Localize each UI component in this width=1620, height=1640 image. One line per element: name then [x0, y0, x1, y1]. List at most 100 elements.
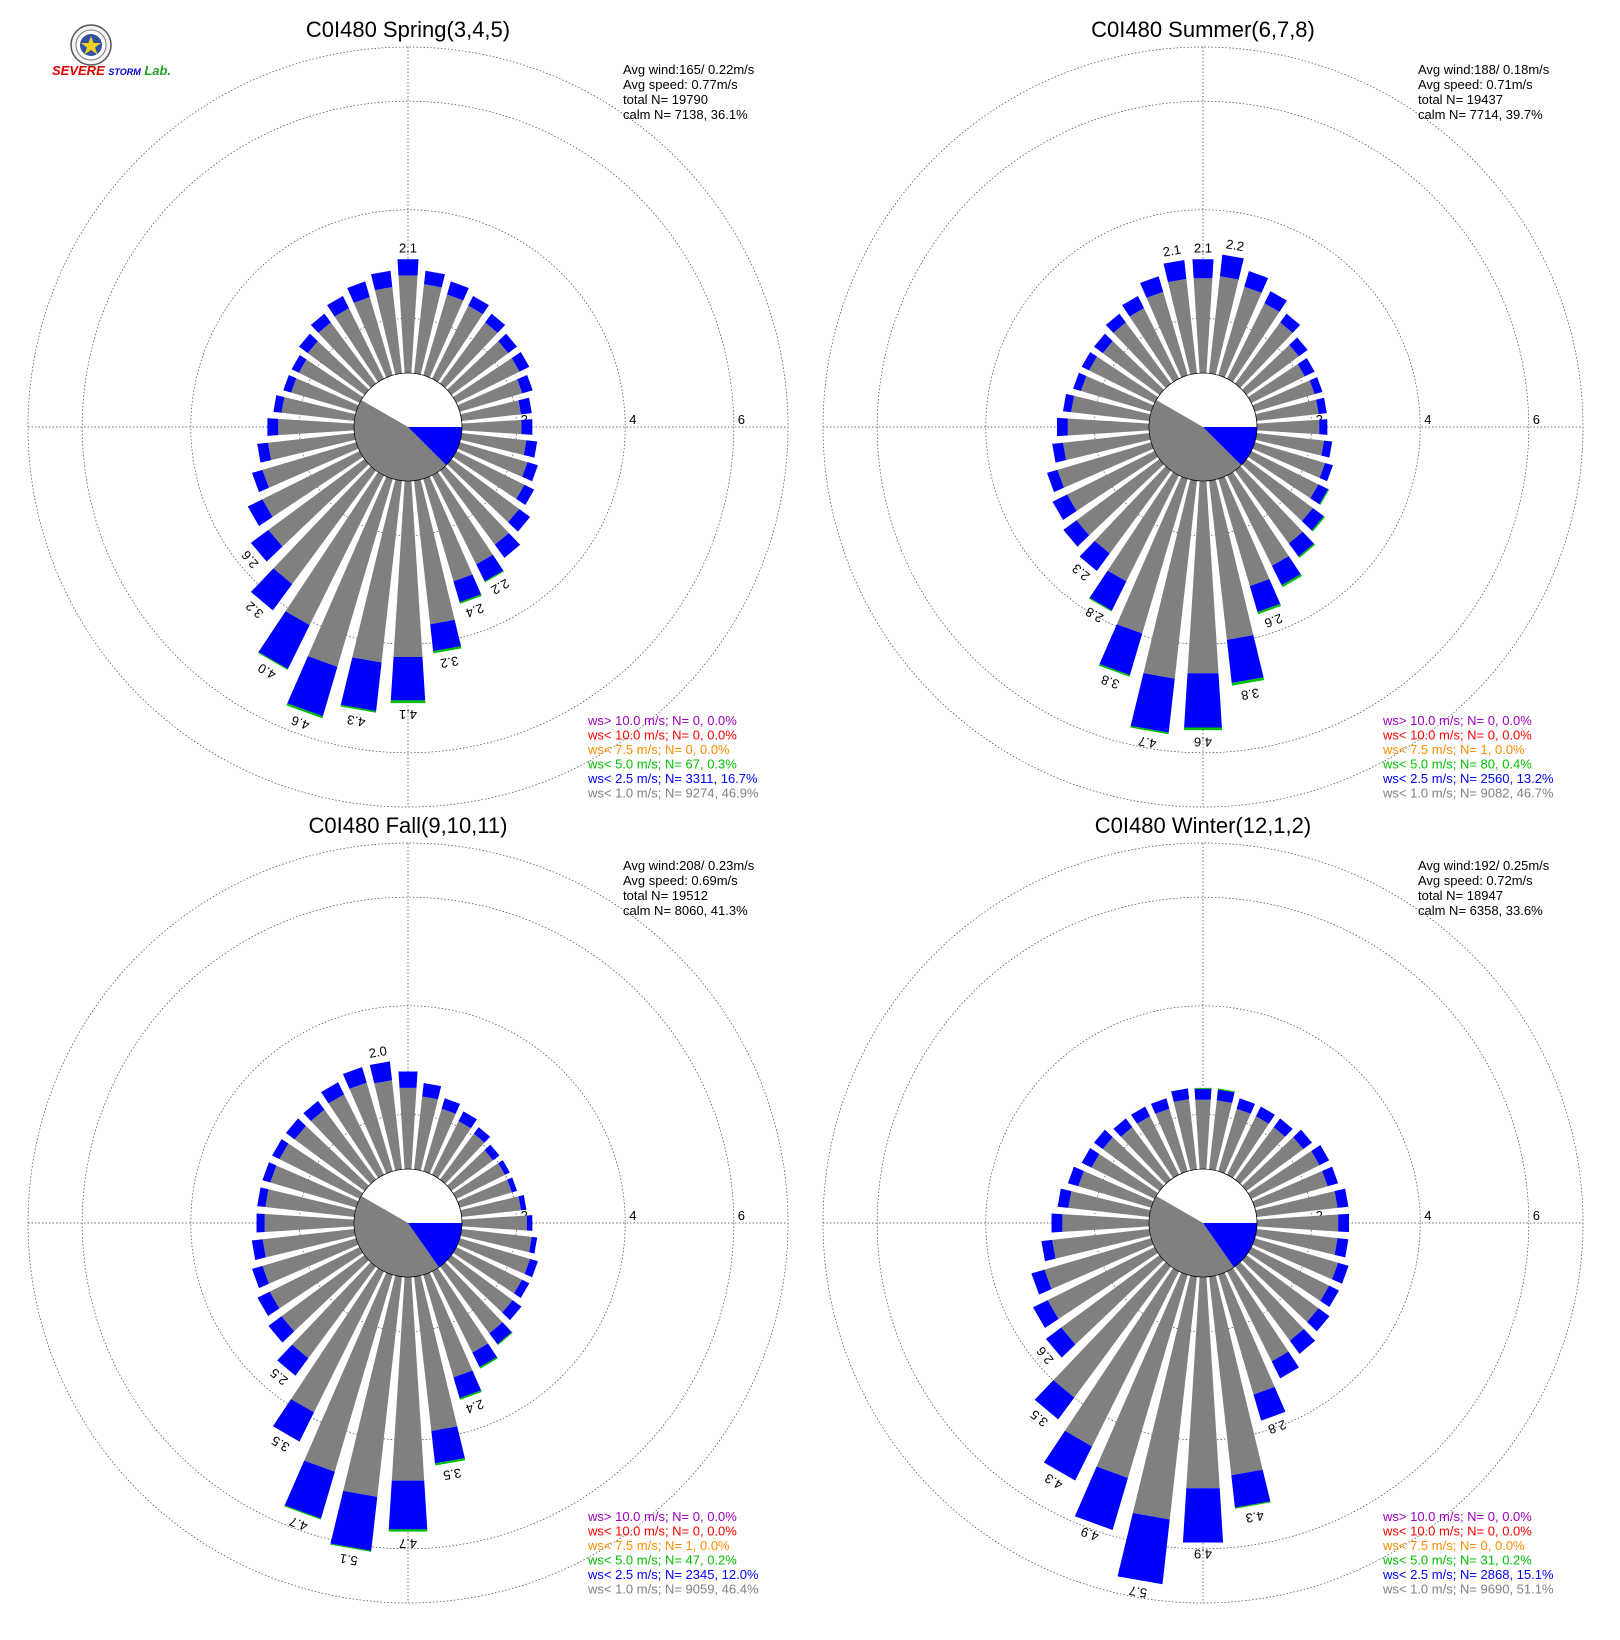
calm-gray-sector [353, 1196, 439, 1278]
bar-gray-170 [1209, 1275, 1263, 1476]
bar-gray-150 [1227, 471, 1289, 566]
bar-green-170 [1234, 1501, 1271, 1509]
bar-value-label: 3.5 [269, 1433, 292, 1455]
bar-green-180 [1183, 727, 1223, 731]
bar-blue-10 [424, 270, 445, 288]
bar-gray-260 [262, 1229, 356, 1258]
stat-line: total N= 19512 [623, 888, 708, 903]
bar-gray-260 [267, 433, 356, 461]
bar-blue-190 [330, 1490, 378, 1551]
calm-gray-sector [1149, 400, 1242, 481]
stat-line: Avg wind:192/ 0.25m/s [1418, 858, 1550, 873]
bar-gray-30 [1227, 1116, 1269, 1179]
bar-value-label: 3.8 [1099, 672, 1121, 692]
bar-gray-230 [268, 459, 369, 547]
bar-blue-340 [1140, 276, 1164, 298]
grid-circle [190, 209, 626, 645]
bar-gray-270 [1067, 418, 1150, 436]
bar-gray-250 [262, 1238, 359, 1284]
calm-outline [1148, 1168, 1258, 1278]
bar-gray-240 [262, 451, 364, 517]
bar-gray-60 [1247, 364, 1305, 403]
bar-gray-170 [414, 479, 455, 625]
bar-gray-60 [1247, 1151, 1320, 1199]
bar-blue-260 [1041, 1239, 1056, 1262]
bar-gray-220 [273, 466, 376, 585]
legend-entry: ws< 10.0 m/s; N= 0, 0.0% [1382, 1524, 1532, 1539]
bar-value-label: 3.2 [243, 598, 266, 621]
bar-gray-100 [460, 433, 527, 456]
bar-gray-210 [1064, 1267, 1179, 1447]
bar-gray-230 [1061, 1255, 1164, 1345]
severe-storm-lab-logo: SEVERE STORM Lab. [52, 24, 171, 84]
bar-gray-190 [1132, 1275, 1197, 1520]
bar-gray-140 [1235, 466, 1303, 544]
bar-blue-0 [1194, 1088, 1212, 1100]
bar-blue-280 [1057, 1188, 1072, 1208]
bar-blue-280 [257, 1187, 269, 1207]
radial-tick-label: 2 [521, 1208, 528, 1223]
bar-blue-110 [1319, 462, 1333, 482]
bar-blue-50 [1289, 337, 1308, 357]
bar-blue-280 [1062, 393, 1074, 413]
bar-gray-260 [1062, 433, 1151, 461]
bar-gray-290 [291, 378, 359, 412]
bar-blue-310 [1093, 1129, 1113, 1150]
bar-blue-110 [1332, 1262, 1349, 1284]
bar-blue-10 [1216, 1089, 1235, 1103]
bar-blue-170 [430, 619, 462, 652]
bar-gray-40 [440, 322, 498, 388]
bar-gray-170 [1209, 479, 1254, 640]
radial-tick-label: 4 [1424, 1208, 1431, 1223]
bar-blue-240 [1033, 1300, 1059, 1329]
bar-gray-350 [374, 286, 402, 375]
bar-green-190 [1130, 725, 1169, 735]
bar-gray-270 [1062, 1214, 1150, 1232]
bar-blue-120 [514, 1279, 530, 1298]
legend-entry: ws< 2.5 m/s; N= 2560, 13.2% [1382, 771, 1554, 786]
bar-green-130 [1311, 516, 1326, 532]
legend-entry: ws< 5.0 m/s; N= 47, 0.2% [587, 1553, 737, 1568]
bar-gray-0 [1195, 1099, 1211, 1170]
bar-gray-20 [1218, 286, 1262, 378]
legend-entry: ws< 7.5 m/s; N= 1, 0.0% [1382, 742, 1525, 757]
stat-line: total N= 19437 [1418, 92, 1503, 107]
bar-value-label: 2.2 [489, 576, 512, 598]
logo-storm-text: STORM [108, 67, 141, 77]
bar-blue-170 [1231, 1469, 1271, 1508]
bar-gray-340 [353, 297, 393, 378]
bar-gray-340 [1146, 291, 1188, 378]
bar-value-label: 3.8 [1240, 685, 1260, 703]
stat-line: Avg speed: 0.77m/s [623, 77, 738, 92]
legend-entry: ws< 1.0 m/s; N= 9059, 46.4% [587, 1582, 759, 1597]
legend-entry: ws< 5.0 m/s; N= 80, 0.4% [1382, 757, 1532, 772]
stat-line: calm N= 7138, 36.1% [623, 107, 748, 122]
bar-blue-130 [508, 508, 531, 532]
bar-blue-100 [529, 1236, 538, 1254]
bar-blue-100 [523, 440, 538, 458]
grid-circle [190, 1005, 626, 1441]
bar-blue-50 [484, 1144, 500, 1161]
bar-blue-50 [498, 333, 518, 354]
legend-entry: ws< 10.0 m/s; N= 0, 0.0% [1382, 728, 1532, 743]
legend-entry: ws< 1.0 m/s; N= 9082, 46.7% [1382, 786, 1554, 801]
bar-gray-320 [1113, 322, 1171, 388]
bar-blue-130 [1301, 508, 1324, 531]
bar-gray-310 [307, 341, 369, 395]
grid-circle [985, 1005, 1421, 1441]
bar-gray-180 [393, 480, 423, 658]
bar-blue-170 [1226, 635, 1264, 684]
calm-outline [353, 1168, 463, 1278]
bar-gray-320 [310, 1109, 376, 1184]
bar-gray-90 [461, 1215, 527, 1231]
bar-blue-40 [1280, 313, 1301, 333]
bar-blue-250 [1047, 469, 1064, 493]
bar-value-label: 4.3 [1042, 1471, 1065, 1493]
bar-gray-350 [1173, 1099, 1197, 1171]
bar-blue-280 [273, 395, 285, 413]
bar-blue-20 [1236, 1098, 1256, 1114]
grid-circle [81, 896, 735, 1550]
bar-blue-220 [1034, 1380, 1075, 1420]
bar-blue-310 [298, 333, 318, 354]
bar-gray-80 [460, 400, 522, 421]
